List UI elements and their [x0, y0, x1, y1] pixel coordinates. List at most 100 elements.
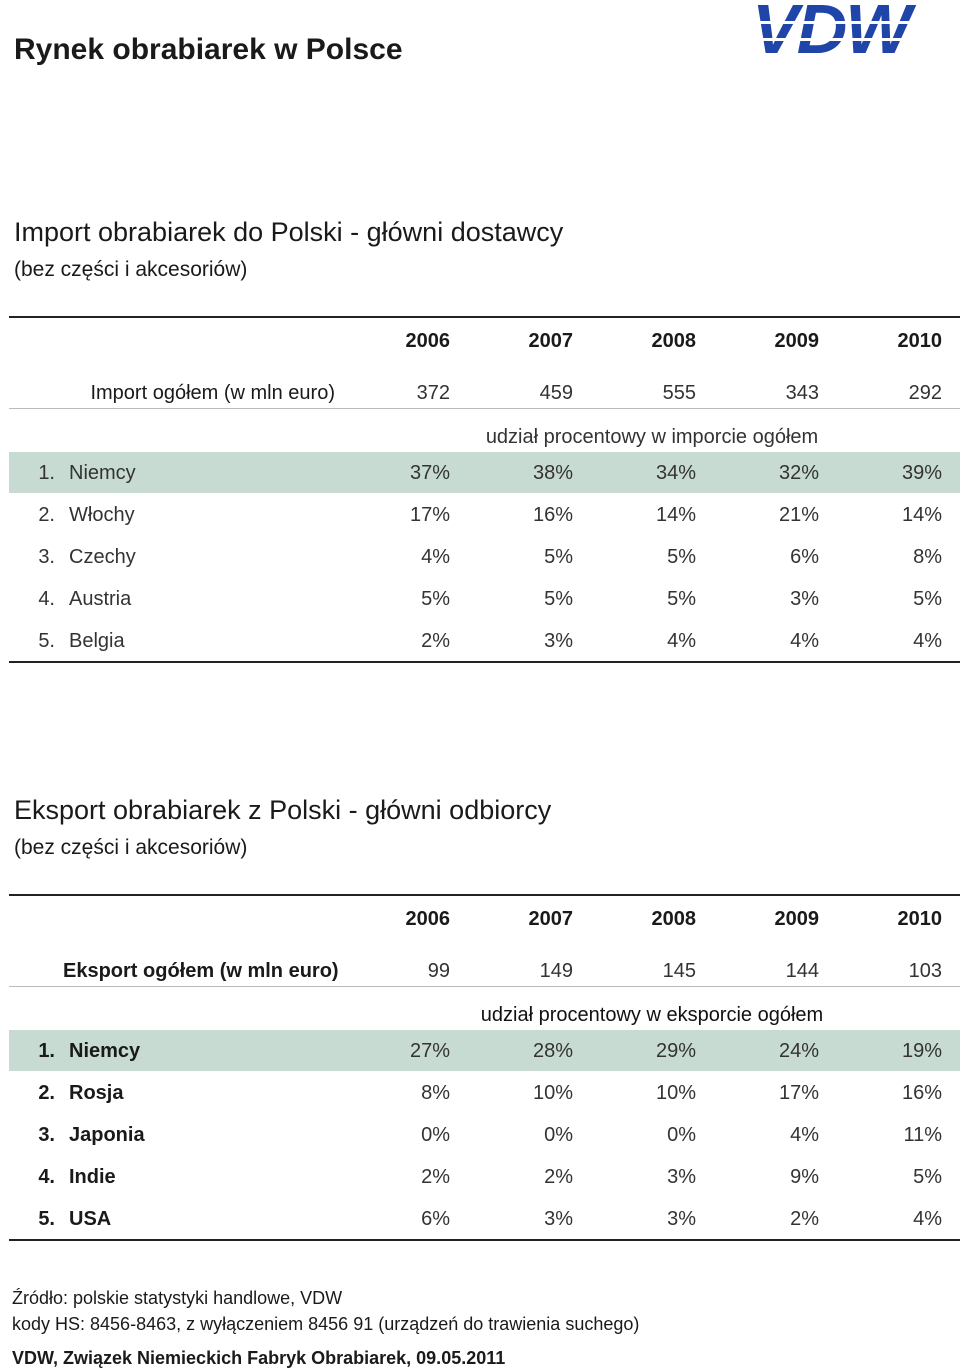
row-value: 14% [901, 504, 942, 526]
row-value: 2% [544, 1166, 573, 1188]
year-header: 2007 [528, 330, 574, 352]
row-value: 10% [655, 1082, 696, 1104]
row-name: Niemcy [69, 1040, 141, 1062]
row-value: 34% [655, 462, 696, 484]
row-name: Austria [69, 588, 132, 610]
logo: VDW [748, 0, 960, 64]
row-value: 0% [421, 1124, 450, 1146]
row-name: Włochy [69, 504, 135, 526]
total-value: 99 [427, 960, 450, 982]
section-subtitle: (bez części i akcesoriów) [14, 836, 248, 859]
row-name: Indie [69, 1166, 116, 1188]
total-value: 292 [908, 382, 942, 404]
row-rank: 4. [38, 588, 55, 610]
row-value: 14% [655, 504, 696, 526]
row-value: 2% [421, 1166, 450, 1188]
row-value: 19% [901, 1040, 942, 1062]
row-value: 2% [790, 1208, 819, 1230]
row-rank: 5. [38, 1208, 55, 1230]
total-value: 144 [785, 960, 819, 982]
page-title: Rynek obrabiarek w Polsce [14, 33, 403, 66]
footer-line: VDW, Związek Niemieckich Fabryk Obrabiar… [12, 1348, 506, 1368]
row-value: 6% [790, 546, 819, 568]
total-value: 343 [785, 382, 819, 404]
row-value: 24% [778, 1040, 819, 1062]
rule [9, 894, 960, 896]
row-value: 6% [421, 1208, 450, 1230]
row-value: 32% [778, 462, 819, 484]
row-name: Japonia [69, 1124, 145, 1146]
row-value: 4% [421, 546, 450, 568]
total-label: Eksport ogółem (w mln euro) [63, 960, 339, 982]
row-name: Niemcy [69, 462, 136, 484]
rule [9, 986, 960, 987]
section-title: Eksport obrabiarek z Polski - główni odb… [14, 795, 552, 825]
rule [9, 1239, 960, 1241]
row-rank: 3. [38, 546, 55, 568]
row-value: 37% [409, 462, 450, 484]
row-value: 5% [544, 588, 573, 610]
row-name: Belgia [69, 630, 125, 652]
row-highlight [9, 1030, 960, 1071]
year-header: 2008 [651, 908, 697, 930]
row-rank: 1. [38, 462, 55, 484]
row-value: 3% [667, 1166, 696, 1188]
row-value: 5% [667, 588, 696, 610]
total-value: 459 [539, 382, 573, 404]
row-value: 8% [421, 1082, 450, 1104]
section-subtitle: (bez części i akcesoriów) [14, 258, 248, 281]
total-value: 555 [662, 382, 696, 404]
row-value: 27% [409, 1040, 450, 1062]
row-value: 3% [790, 588, 819, 610]
year-header: 2009 [774, 330, 820, 352]
row-value: 4% [790, 630, 819, 652]
logo-stripe [748, 21, 960, 24]
row-value: 4% [913, 630, 942, 652]
row-highlight [9, 452, 960, 493]
logo-stripe [748, 38, 960, 41]
row-value: 9% [790, 1166, 819, 1188]
row-value: 38% [532, 462, 573, 484]
row-value: 5% [913, 1166, 942, 1188]
rule [9, 316, 960, 318]
total-value: 145 [662, 960, 696, 982]
row-rank: 3. [38, 1124, 55, 1146]
rule [9, 408, 960, 409]
year-header: 2010 [897, 330, 943, 352]
year-header: 2006 [405, 908, 451, 930]
total-value: 149 [539, 960, 573, 982]
row-value: 16% [532, 504, 573, 526]
row-value: 17% [409, 504, 450, 526]
row-value: 5% [544, 546, 573, 568]
rule [9, 661, 960, 663]
year-header: 2007 [528, 908, 574, 930]
row-value: 3% [544, 630, 573, 652]
row-rank: 2. [38, 1082, 55, 1104]
row-rank: 1. [38, 1040, 55, 1062]
row-value: 17% [778, 1082, 819, 1104]
logo-text: VDW [752, 0, 911, 64]
row-value: 10% [532, 1082, 573, 1104]
row-value: 0% [667, 1124, 696, 1146]
row-value: 3% [544, 1208, 573, 1230]
row-value: 4% [790, 1124, 819, 1146]
year-header: 2008 [651, 330, 697, 352]
row-rank: 5. [38, 630, 55, 652]
row-value: 5% [913, 588, 942, 610]
row-value: 8% [913, 546, 942, 568]
row-value: 29% [655, 1040, 696, 1062]
row-value: 11% [903, 1124, 942, 1146]
row-value: 28% [532, 1040, 573, 1062]
share-caption: udział procentowy w eksporcie ogółem [480, 1004, 824, 1026]
row-value: 0% [544, 1124, 573, 1146]
section-title: Import obrabiarek do Polski - główni dos… [14, 217, 564, 247]
footer-line: Źródło: polskie statystyki handlowe, VDW [12, 1288, 343, 1308]
year-header: 2006 [405, 330, 451, 352]
share-caption: udział procentowy w imporcie ogółem [485, 426, 819, 448]
row-name: USA [69, 1208, 112, 1230]
total-value: 103 [908, 960, 942, 982]
row-value: 39% [901, 462, 942, 484]
total-label: Import ogółem (w mln euro) [90, 382, 335, 404]
row-value: 5% [421, 588, 450, 610]
